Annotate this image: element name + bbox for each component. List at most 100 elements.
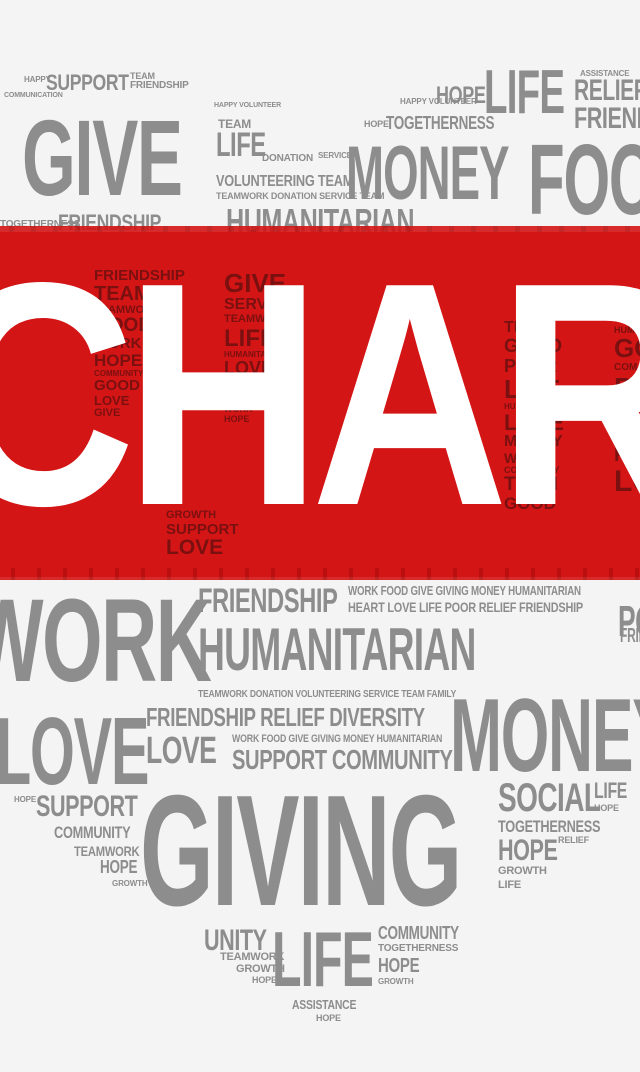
- word-give-large: GIVE: [22, 97, 183, 218]
- word-friendship-tr: FRIENDSHIP: [574, 102, 640, 135]
- word-partial-right-fr: FRIENDSHIP: [620, 625, 640, 647]
- red-col-far-item: PO: [614, 372, 640, 404]
- word-love-mid: LOVE: [146, 730, 217, 772]
- red-col-far-item: LO: [614, 464, 640, 498]
- word-community-bottom: COMMUNITY: [378, 923, 459, 943]
- red-column-right: TEAM GOOD POOR LIFE HUMANITARIAN LOVE MO…: [504, 319, 566, 514]
- red-column-bottom-mid: GROWTH SUPPORT LOVE: [166, 509, 239, 560]
- word-hope-bottom-small: HOPE: [252, 975, 277, 985]
- red-col-right-item: WORK: [504, 450, 549, 467]
- red-col-mid-item: GIVE: [224, 268, 287, 298]
- red-column-far-right: HUMANITARIAN GO COM PO TOG MI FRI LO: [614, 325, 640, 498]
- red-col-mid-item: TEAMWORK: [224, 313, 290, 326]
- word-hope-very-bottom: HOPE: [316, 1013, 341, 1023]
- word-happy-volunteer-2: HAPPY VOLUNTEER: [400, 97, 477, 106]
- red-col-right-item: LOVE: [504, 410, 564, 436]
- word-team-small: TEAM: [218, 117, 252, 131]
- red-col-right-item: HUMANITARIAN: [504, 401, 566, 411]
- red-band-torn-bottom: [0, 568, 640, 580]
- word-life-tiny-lower: LIFE: [498, 879, 521, 891]
- red-col-far-item: MI: [614, 414, 640, 446]
- word-money-top: MONEY: [346, 131, 510, 216]
- word-life-top-right: LIFE: [484, 58, 565, 127]
- word-friendship-top: FRIENDSHIP: [130, 80, 189, 91]
- word-life-top: LIFE: [216, 126, 266, 164]
- red-col-mid-item: LIFE: [224, 324, 276, 352]
- word-community-lower: COMMUNITY: [54, 823, 131, 842]
- word-friendship-relief-diversity: FRIENDSHIP RELIEF DIVERSITY: [146, 702, 425, 732]
- red-col-mid-item: HUMANITARIAN: [224, 349, 286, 359]
- red-col-left-item: HOPE: [94, 350, 143, 370]
- red-col-left-item: WORK: [94, 335, 142, 353]
- word-giving-large: GIVING: [140, 763, 462, 939]
- red-col-far-item: TOG: [614, 401, 640, 416]
- headline-charity: CHARITY: [0, 217, 640, 572]
- word-life-bottom: LIFE: [272, 915, 374, 1003]
- word-togetherness-left: TOGETHERNESS: [0, 219, 81, 230]
- word-growth-tiny-bottom: GROWTH: [378, 977, 414, 986]
- word-assistance-bottom: ASSISTANCE: [292, 997, 357, 1012]
- word-team-top: TEAM: [130, 71, 155, 81]
- word-hope-lower-left: HOPE: [100, 857, 138, 877]
- word-food-top: FOOD: [528, 124, 640, 236]
- word-growth-lower: GROWTH: [498, 865, 547, 877]
- red-col-bottom-item: SUPPORT: [166, 520, 239, 538]
- red-band: [0, 232, 640, 577]
- word-work-food-line2: WORK FOOD GIVE GIVING MONEY HUMANITARIAN: [232, 733, 443, 745]
- red-col-mid-item: WORK: [224, 404, 253, 415]
- word-small-happy: HAPPY: [24, 75, 51, 84]
- red-col-right-item: GOOD: [504, 335, 563, 357]
- red-column-left: FRIENDSHIP TEAM TEAMWORK GOOD WORK HOPE …: [94, 268, 185, 419]
- red-col-left-item: TEAM: [94, 282, 151, 305]
- red-col-far-item: GO: [614, 333, 640, 364]
- word-volunteering-team: VOLUNTEERING TEAM: [216, 173, 354, 190]
- word-support-community: SUPPORT COMMUNITY: [232, 744, 453, 775]
- word-teamwork-lower: TEAMWORK: [74, 843, 140, 859]
- red-col-right-item: GOOD: [504, 494, 556, 514]
- word-unity: UNITY: [204, 924, 267, 957]
- word-relief-top: RELIEF: [574, 74, 640, 107]
- word-support-top: SUPPORT: [46, 70, 129, 95]
- word-togetherness-bottom: TOGETHERNESS: [378, 943, 459, 954]
- red-col-mid-item: HOPE: [224, 413, 250, 424]
- word-heart-love-line: HEART LOVE LIFE POOR RELIEF FRIENDSHIP: [348, 599, 583, 615]
- word-social: SOCIAL: [498, 776, 601, 820]
- word-hope-small-top: HOPE: [364, 119, 389, 129]
- word-money-lower: MONEY: [450, 678, 640, 794]
- word-teamwork-bottom: TEAMWORK: [220, 951, 285, 963]
- red-col-right-item: COMMUNITY: [504, 464, 560, 475]
- red-col-right-item: LIFE: [504, 373, 561, 404]
- red-col-far-item: FRI: [614, 443, 640, 466]
- word-teamwork-donation: TEAMWORK DONATION SERVICE TEAM: [216, 191, 385, 201]
- red-col-mid-item: TEAM: [224, 377, 264, 394]
- red-column-mid: GIVE SERVICE TEAMWORK LIFE HUMANITARIAN …: [224, 268, 294, 424]
- red-col-bottom-item: LOVE: [166, 536, 224, 560]
- red-col-right-item: POOR: [504, 355, 558, 376]
- red-col-mid-item: GOOD: [224, 391, 261, 406]
- word-growth-small-left: GROWTH: [112, 879, 148, 888]
- red-col-left-item: COMMUNITY: [94, 368, 144, 378]
- word-teamwork-line: TEAMWORK DONATION VOLUNTEERING SERVICE T…: [198, 689, 457, 700]
- word-service-top: SERVICE: [318, 151, 352, 160]
- red-col-left-item: LOVE: [94, 392, 130, 408]
- word-work-food-line: WORK FOOD GIVE GIVING MONEY HUMANITARIAN: [348, 583, 581, 598]
- word-humanitarian-lower: HUMANITARIAN: [198, 616, 476, 683]
- word-small-happy-vol: HAPPY VOLUNTEER: [214, 102, 282, 109]
- word-love-large: LOVE: [0, 698, 149, 805]
- word-hope-small-left: HOPE: [14, 795, 37, 804]
- word-small-comm: COMMUNICATION: [4, 92, 63, 99]
- red-col-left-item: GOOD: [94, 377, 140, 395]
- word-hope-tiny-right: HOPE: [594, 803, 619, 813]
- word-growth-bottom: GROWTH: [236, 963, 285, 975]
- word-donation-top: DONATION: [262, 153, 313, 164]
- word-togetherness-lower: TOGETHERNESS: [498, 817, 601, 836]
- word-work-large: WORK: [0, 575, 212, 707]
- red-col-far-item: HUMANITARIAN: [614, 325, 640, 335]
- word-togetherness-top: TOGETHERNESS: [386, 113, 495, 133]
- red-col-left-item: FRIENDSHIP: [94, 267, 185, 284]
- word-hope-bottom: HOPE: [378, 955, 420, 977]
- red-col-mid-item: LOVE: [224, 358, 274, 379]
- word-partial-right-p: POOR: [618, 597, 640, 646]
- red-col-bottom-item: GROWTH: [166, 509, 217, 521]
